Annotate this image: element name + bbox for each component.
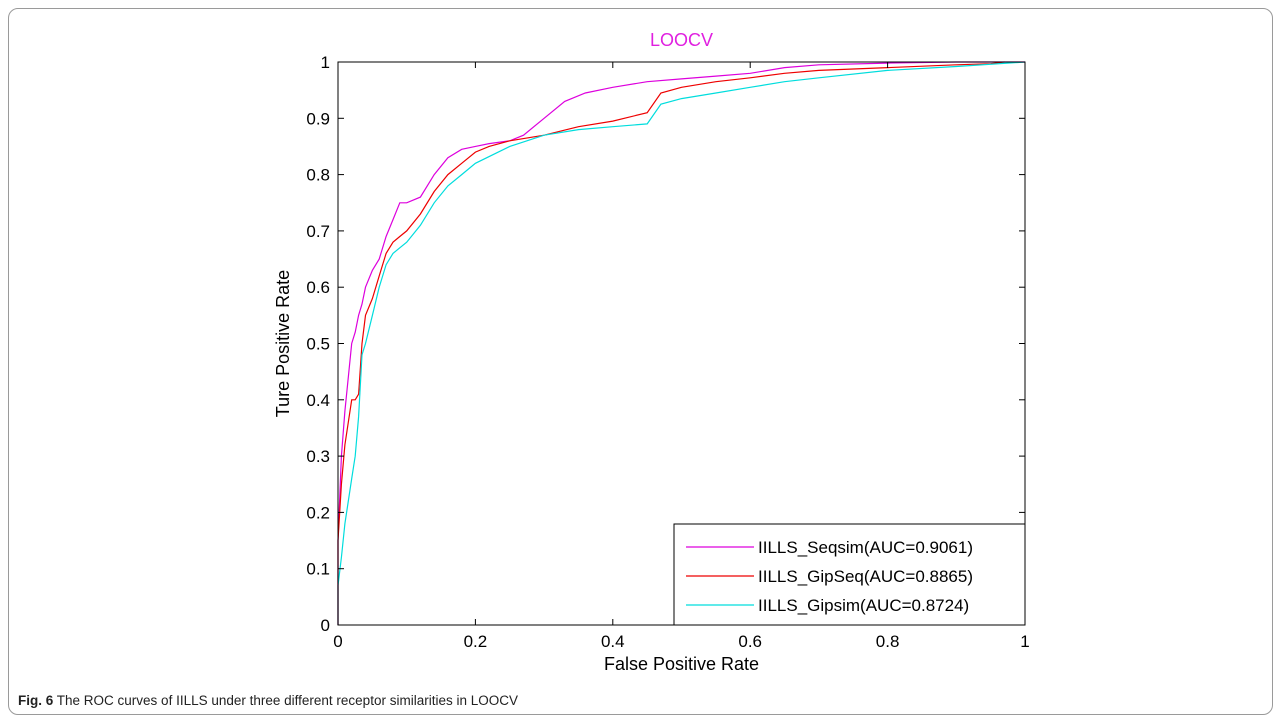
x-tick-label: 0.4 <box>601 632 625 651</box>
x-tick-label: 0.2 <box>464 632 488 651</box>
caption-text: The ROC curves of IILLS under three diff… <box>56 693 518 708</box>
x-tick-label: 0 <box>333 632 342 651</box>
y-tick-label: 0.8 <box>306 166 330 185</box>
y-tick-label: 1 <box>321 53 330 72</box>
legend-label-3: IILLS_Gipsim(AUC=0.8724) <box>758 596 969 615</box>
y-tick-label: 0.6 <box>306 278 330 297</box>
x-tick-label: 0.6 <box>738 632 762 651</box>
x-tick-label: 1 <box>1020 632 1029 651</box>
y-tick-label: 0.2 <box>306 503 330 522</box>
figure-label: Fig. 6 <box>18 693 54 708</box>
roc-curve-3 <box>337 61 1026 625</box>
legend-label-2: IILLS_GipSeq(AUC=0.8865) <box>758 567 973 586</box>
y-tick-label: 0.3 <box>306 447 330 466</box>
y-tick-label: 0.7 <box>306 222 330 241</box>
y-axis-label: Ture Positive Rate <box>273 270 293 417</box>
axis-ticks: 0 0.2 0.4 0.6 0.8 1 0 0.1 0.2 0.3 0.4 0.5 0.6 0.7 0.8 0… <box>306 53 1029 651</box>
roc-curve-1 <box>337 61 1025 625</box>
roc-curves <box>337 61 1026 625</box>
x-tick-label: 0.8 <box>876 632 900 651</box>
figure-caption: Fig. 6 The ROC curves of IILLS under thr… <box>18 693 518 708</box>
y-tick-label: 0.4 <box>306 391 330 410</box>
y-tick-label: 0 <box>321 616 330 635</box>
y-tick-label: 0.5 <box>306 335 330 354</box>
legend-box <box>673 523 1026 626</box>
roc-curve-2 <box>337 61 1005 625</box>
y-tick-label: 0.1 <box>306 560 330 579</box>
legend: IILLS_Seqsim(AUC=0.9061) IILLS_GipSeq(AUC… <box>673 523 1026 626</box>
roc-chart: 0 0.2 0.4 0.6 0.8 1 0 0.1 0.2 0.3 0.4 0.5 0.6 0.7 0.8 0… <box>273 30 1030 674</box>
y-tick-label: 0.9 <box>306 109 330 128</box>
chart-title: LOOCV <box>650 30 713 50</box>
x-axis-label: False Positive Rate <box>604 654 759 674</box>
legend-label-1: IILLS_Seqsim(AUC=0.9061) <box>758 538 973 557</box>
